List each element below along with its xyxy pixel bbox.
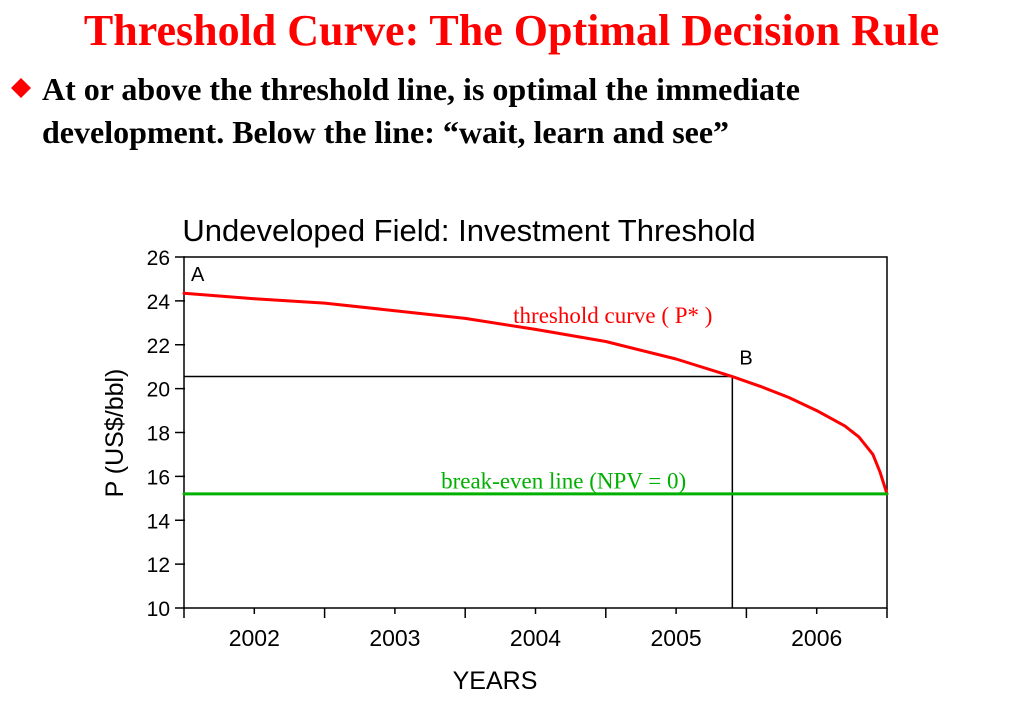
- y-tick-label: 24: [147, 291, 171, 314]
- threshold-chart: Undeveloped Field: Investment Threshold …: [101, 213, 889, 695]
- x-tick-label: 2002: [229, 625, 280, 651]
- x-axis: 2002 2003 2004 2005 2006: [183, 608, 888, 651]
- x-tick-label: 2006: [791, 625, 842, 651]
- y-axis-label: P (US$/bbl): [101, 369, 129, 498]
- y-tick-label: 16: [147, 466, 170, 489]
- x-axis-label: YEARS: [453, 667, 538, 695]
- y-tick-label: 10: [147, 598, 170, 621]
- point-b-label: B: [739, 347, 752, 369]
- y-tick-label: 14: [147, 510, 171, 533]
- point-a-label: A: [191, 264, 205, 286]
- threshold-curve-line: [182, 291, 889, 496]
- y-tick-label: 26: [147, 247, 170, 270]
- chart-title: Undeveloped Field: Investment Threshold: [182, 213, 755, 248]
- y-tick-label: 22: [147, 335, 170, 358]
- x-tick-label: 2003: [369, 625, 420, 651]
- threshold-curve-label: threshold curve ( P* ): [513, 303, 712, 328]
- y-axis: 10 12 14 16 18 20 22 24 26: [147, 247, 185, 621]
- break-even-line-label: break-even line (NPV = 0): [441, 468, 686, 493]
- x-tick-label: 2004: [510, 625, 561, 651]
- y-tick-label: 18: [147, 423, 170, 446]
- bullet-text: At or above the threshold line, is optim…: [42, 68, 1017, 154]
- red-diamond-bullet-icon: [11, 78, 31, 98]
- slide-title: Threshold Curve: The Optimal Decision Ru…: [83, 6, 940, 55]
- y-tick-label: 12: [147, 554, 170, 577]
- x-tick-label: 2005: [651, 625, 702, 651]
- bullet-line-2: development. Below the line: “wait, lear…: [42, 114, 730, 150]
- reference-lines: [184, 375, 734, 608]
- bullet-line-1: At or above the threshold line, is optim…: [42, 71, 800, 107]
- y-tick-label: 20: [147, 379, 170, 402]
- series-layer: [182, 291, 889, 496]
